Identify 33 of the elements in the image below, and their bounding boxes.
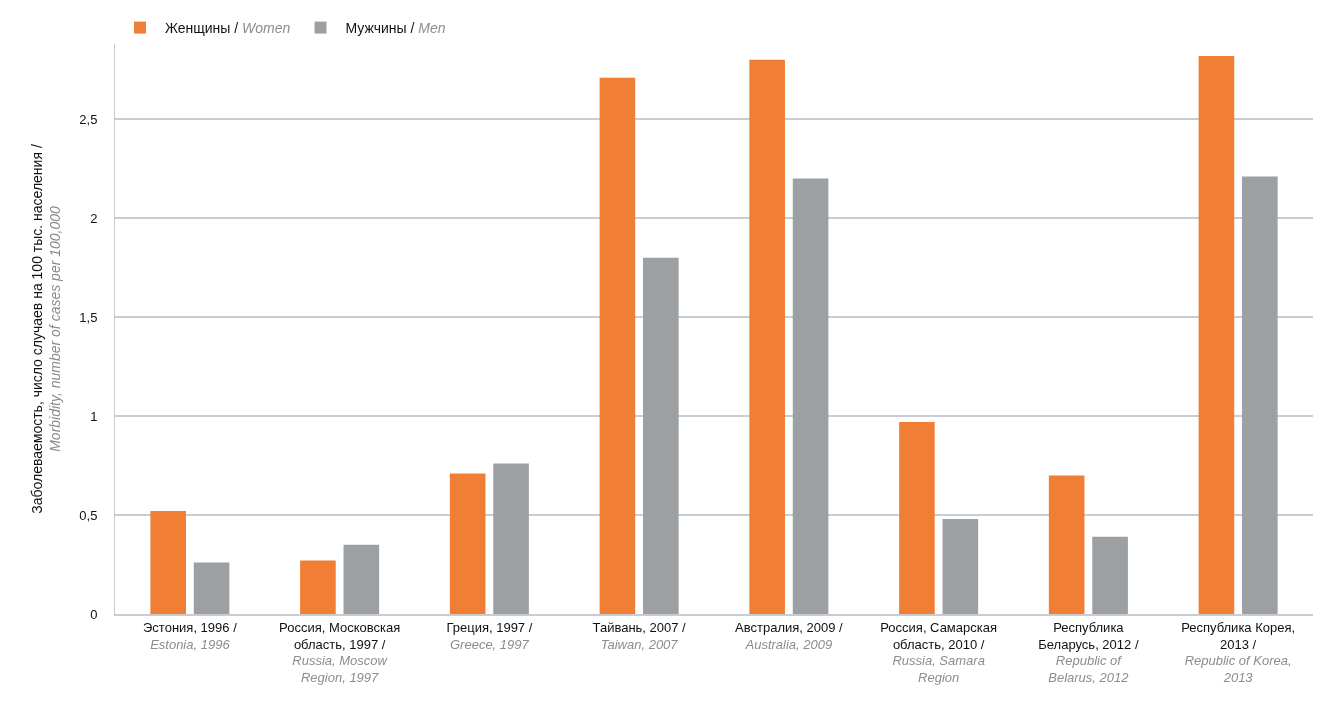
bar: [1198, 55, 1235, 614]
x-tick-label: Республика Корея, 2013 / Republic of Korea, 2013: [1181, 619, 1296, 686]
bar: [449, 473, 486, 614]
legend-label: Мужчины / Men: [345, 20, 446, 37]
legend-label: Женщины / Women: [165, 20, 291, 37]
y-tick-label: 2,5: [79, 111, 98, 127]
bar: [300, 560, 336, 614]
x-tick-label: Тайвань, 2007 / Taiwan, 2007: [592, 619, 687, 652]
bar: [1242, 176, 1278, 614]
bar: [343, 544, 380, 614]
y-tick-label: 1,5: [79, 309, 98, 325]
x-tick-label: Россия, Московская область, 1997 / Russia, Moscow Region, 1997: [279, 619, 401, 686]
y-tick-label: 0: [90, 606, 98, 622]
bar: [493, 463, 529, 614]
x-tick-label: Австралия, 2009 / Australia, 2009: [735, 619, 844, 652]
y-tick-label: 0,5: [79, 507, 98, 523]
bar: [749, 59, 785, 614]
bar: [942, 519, 979, 614]
bar: [150, 511, 186, 614]
x-tick-label: Республика Беларусь, 2012 / Republic of Belarus, 2012: [1038, 619, 1139, 686]
bar: [1092, 536, 1128, 614]
bar: [599, 77, 636, 614]
bar: [899, 422, 935, 614]
bar: [792, 178, 829, 614]
bar: [1048, 475, 1085, 614]
bar: [643, 257, 679, 614]
x-tick-label: Греция, 1997 / Greece, 1997: [446, 619, 533, 652]
x-tick-label: Эстония, 1996 / Estonia, 1996: [143, 619, 238, 652]
bar: [193, 562, 230, 614]
y-axis-title: Заболеваемость, число случаев на 100 тыс. населения / Morbidity, number of cases per 100,000: [28, 144, 63, 514]
y-tick-label: 1: [90, 408, 98, 424]
y-tick-label: 2: [90, 210, 98, 226]
x-tick-label: Россия, Самарская область, 2010 / Russia, Samara Region: [880, 619, 998, 686]
